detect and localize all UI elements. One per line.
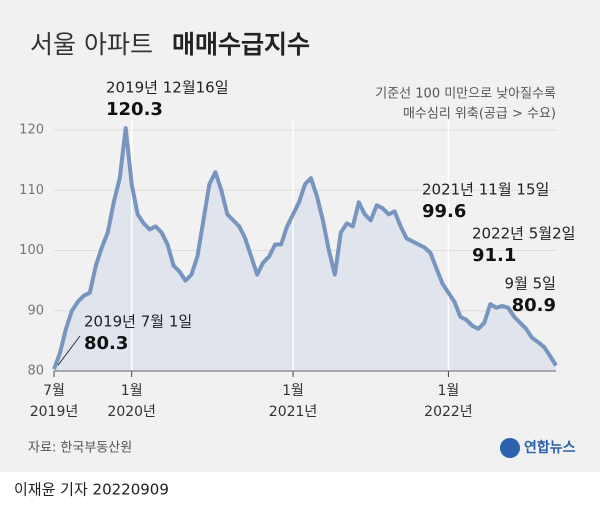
y-tick-label: 110 — [19, 183, 44, 198]
annotation-date: 2019년 12월16일 — [106, 79, 229, 97]
source: 자료: 한국부동산원 — [28, 441, 132, 456]
y-tick-label: 100 — [19, 243, 44, 258]
x-tick-label: 7월 — [43, 383, 65, 399]
data-label: 120.3 — [106, 99, 163, 120]
data-label: 80.3 — [84, 333, 128, 354]
annotation-date: 2019년 7월 1일 — [84, 313, 192, 331]
data-label: 80.9 — [512, 295, 556, 316]
y-tick-label: 90 — [27, 303, 44, 318]
data-label: 99.6 — [422, 201, 466, 222]
x-tick-label: 1월 — [438, 383, 460, 399]
x-tick-label: 2022년 — [424, 404, 473, 420]
x-tick-label: 1월 — [282, 383, 304, 399]
y-tick-label: 120 — [19, 123, 44, 138]
leader — [57, 335, 81, 366]
annotation-date: 2022년 5월2일 — [472, 225, 575, 243]
note: 매수심리 위축(공급 > 수요) — [403, 107, 556, 122]
y-tick-label: 80 — [27, 364, 44, 379]
line — [52, 126, 558, 370]
x-tick-label: 2019년 — [30, 404, 79, 420]
x-tick-label: 2020년 — [107, 404, 156, 420]
data-label: 91.1 — [472, 245, 516, 266]
x-tick-label: 1월 — [121, 383, 143, 399]
annotation-date: 9월 5일 — [505, 275, 556, 293]
chart-title: 서울 아파트 — [30, 30, 153, 59]
note: 기준선 100 미만으로 낮아질수록 — [375, 87, 556, 102]
annotation-date: 2021년 11월 15일 — [422, 181, 549, 199]
chart-title-emphasis: 매매수급지수 — [172, 30, 310, 59]
area — [54, 128, 556, 371]
x-tick-label: 2021년 — [269, 404, 318, 420]
byline: 이재윤 기자 20220909 — [14, 481, 169, 499]
logo-icon — [500, 438, 520, 458]
logo: 연합뉴스 — [524, 439, 576, 456]
